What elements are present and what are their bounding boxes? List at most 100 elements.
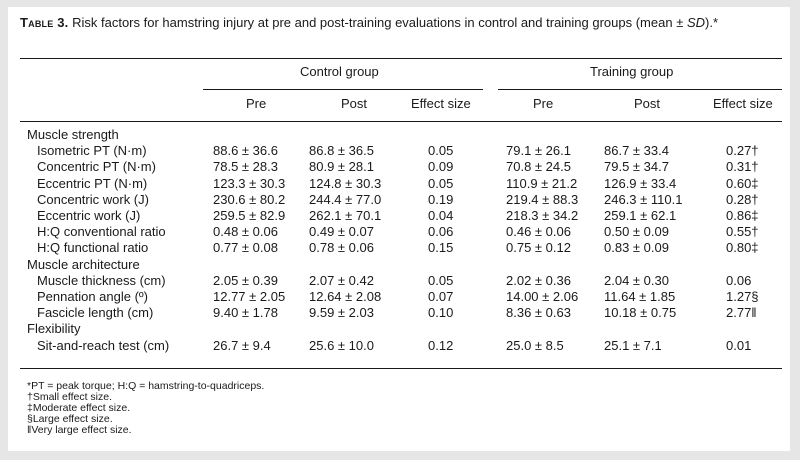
cell-control-pre: 259.5 ± 82.9 [213, 208, 286, 223]
cell-training-post: 2.04 ± 0.30 [604, 273, 669, 288]
cell-control-effect: 0.09 [428, 159, 454, 174]
col-header-control-pre: Pre [246, 96, 267, 111]
cell-training-effect: 0.28† [726, 192, 759, 207]
caption-text: Risk factors for hamstring injury at pre… [68, 15, 687, 30]
cell-control-effect: 0.05 [428, 176, 454, 191]
cell-control-effect: 0.05 [428, 143, 454, 158]
cell-training-effect: 0.60‡ [726, 176, 759, 191]
col-header-control-post: Post [341, 96, 368, 111]
caption-italic-sd: SD [686, 15, 706, 30]
row-label: Pennation angle (º) [37, 289, 148, 304]
cell-control-post: 124.8 ± 30.3 [309, 176, 382, 191]
section-title: Muscle strength [27, 127, 119, 142]
cell-training-effect: 0.86‡ [726, 208, 759, 223]
cell-training-pre: 218.3 ± 34.2 [506, 208, 579, 223]
footnote-large-effect: §Large effect size. [27, 413, 113, 425]
cell-control-effect: 0.04 [428, 208, 454, 223]
cell-control-pre: 78.5 ± 28.3 [213, 159, 278, 174]
cell-training-pre: 219.4 ± 88.3 [506, 192, 579, 207]
footnote-abbreviations: *PT = peak torque; H:Q = hamstring-to-qu… [27, 380, 265, 392]
cell-training-pre: 8.36 ± 0.63 [506, 305, 571, 320]
cell-control-effect: 0.15 [428, 240, 454, 255]
row-label: Concentric work (J) [37, 192, 149, 207]
cell-training-effect: 0.55† [726, 224, 759, 239]
cell-training-pre: 14.00 ± 2.06 [506, 289, 579, 304]
cell-training-post: 86.7 ± 33.4 [604, 143, 669, 158]
cell-control-pre: 0.77 ± 0.08 [213, 240, 278, 255]
cell-training-pre: 70.8 ± 24.5 [506, 159, 571, 174]
row-label: Concentric PT (N·m) [37, 159, 156, 174]
cell-control-pre: 230.6 ± 80.2 [213, 192, 286, 207]
cell-training-effect: 1.27§ [726, 289, 759, 304]
cell-control-effect: 0.06 [428, 224, 454, 239]
bottom-rule [20, 368, 782, 369]
cell-control-post: 25.6 ± 10.0 [309, 338, 374, 353]
cell-training-pre: 0.46 ± 0.06 [506, 224, 571, 239]
cell-control-effect: 0.10 [428, 305, 454, 320]
table-caption: Table 3. Risk factors for hamstring inju… [20, 15, 780, 31]
cell-control-post: 0.78 ± 0.06 [309, 240, 374, 255]
cell-training-pre: 2.02 ± 0.36 [506, 273, 571, 288]
cell-training-post: 11.64 ± 1.85 [604, 289, 676, 304]
cell-training-post: 79.5 ± 34.7 [604, 159, 669, 174]
row-label: Sit-and-reach test (cm) [37, 338, 170, 353]
row-label: H:Q functional ratio [37, 240, 149, 255]
cell-control-post: 0.49 ± 0.07 [309, 224, 374, 239]
cell-control-pre: 123.3 ± 30.3 [213, 176, 286, 191]
section-title: Muscle architecture [27, 257, 140, 272]
cell-training-pre: 110.9 ± 21.2 [506, 176, 578, 191]
cell-control-post: 86.8 ± 36.5 [309, 143, 374, 158]
col-header-training-pre: Pre [533, 96, 554, 111]
group-header-control: Control group [300, 64, 379, 79]
cell-control-pre: 2.05 ± 0.39 [213, 273, 278, 288]
group-header-training: Training group [590, 64, 674, 79]
top-rule [20, 58, 782, 59]
footnote-very-large-effect: ‖Very large effect size. [27, 424, 132, 436]
header-rule [20, 121, 782, 122]
cell-training-post: 25.1 ± 7.1 [604, 338, 662, 353]
row-label: H:Q conventional ratio [37, 224, 166, 239]
cell-control-pre: 9.40 ± 1.78 [213, 305, 278, 320]
cell-training-post: 126.9 ± 33.4 [604, 176, 677, 191]
footnotes: *PT = peak torque; H:Q = hamstring-to-qu… [27, 381, 264, 436]
cell-control-post: 9.59 ± 2.03 [309, 305, 374, 320]
cell-training-pre: 0.75 ± 0.12 [506, 240, 571, 255]
cell-control-pre: 26.7 ± 9.4 [213, 338, 271, 353]
cell-training-post: 246.3 ± 110.1 [604, 192, 683, 207]
cell-training-effect: 0.01 [726, 338, 752, 353]
col-header-training-post: Post [634, 96, 661, 111]
cell-training-post: 0.50 ± 0.09 [604, 224, 669, 239]
table-panel: Table 3. Risk factors for hamstring inju… [8, 7, 790, 451]
cell-training-effect: 0.06 [726, 273, 752, 288]
cell-control-post: 244.4 ± 77.0 [309, 192, 382, 207]
caption-text-end: ).* [705, 15, 719, 30]
cell-training-effect: 2.77‖ [726, 305, 757, 320]
cell-control-pre: 12.77 ± 2.05 [213, 289, 286, 304]
cell-control-pre: 88.6 ± 36.6 [213, 143, 278, 158]
cell-training-effect: 0.31† [726, 159, 759, 174]
cell-training-effect: 0.80‡ [726, 240, 759, 255]
row-label: Muscle thickness (cm) [37, 273, 166, 288]
cell-control-pre: 0.48 ± 0.06 [213, 224, 278, 239]
footnote-moderate-effect: ‡Moderate effect size. [27, 402, 131, 414]
cell-training-post: 0.83 ± 0.09 [604, 240, 669, 255]
footnote-small-effect: †Small effect size. [27, 391, 113, 403]
row-label: Eccentric PT (N·m) [37, 176, 148, 191]
cell-training-post: 10.18 ± 0.75 [604, 305, 677, 320]
cell-control-post: 262.1 ± 70.1 [309, 208, 382, 223]
row-label: Isometric PT (N·m) [37, 143, 147, 158]
control-group-rule [203, 89, 483, 90]
cell-control-post: 80.9 ± 28.1 [309, 159, 374, 174]
table-label: Table 3. [20, 15, 69, 30]
cell-control-effect: 0.07 [428, 289, 454, 304]
cell-training-effect: 0.27† [726, 143, 759, 158]
cell-control-effect: 0.19 [428, 192, 454, 207]
cell-control-post: 2.07 ± 0.42 [309, 273, 374, 288]
cell-control-effect: 0.12 [428, 338, 454, 353]
row-label: Fascicle length (cm) [37, 305, 154, 320]
cell-control-effect: 0.05 [428, 273, 454, 288]
section-title: Flexibility [27, 321, 81, 336]
cell-training-pre: 79.1 ± 26.1 [506, 143, 571, 158]
col-header-control-effect: Effect size [411, 96, 471, 111]
training-group-rule [498, 89, 782, 90]
